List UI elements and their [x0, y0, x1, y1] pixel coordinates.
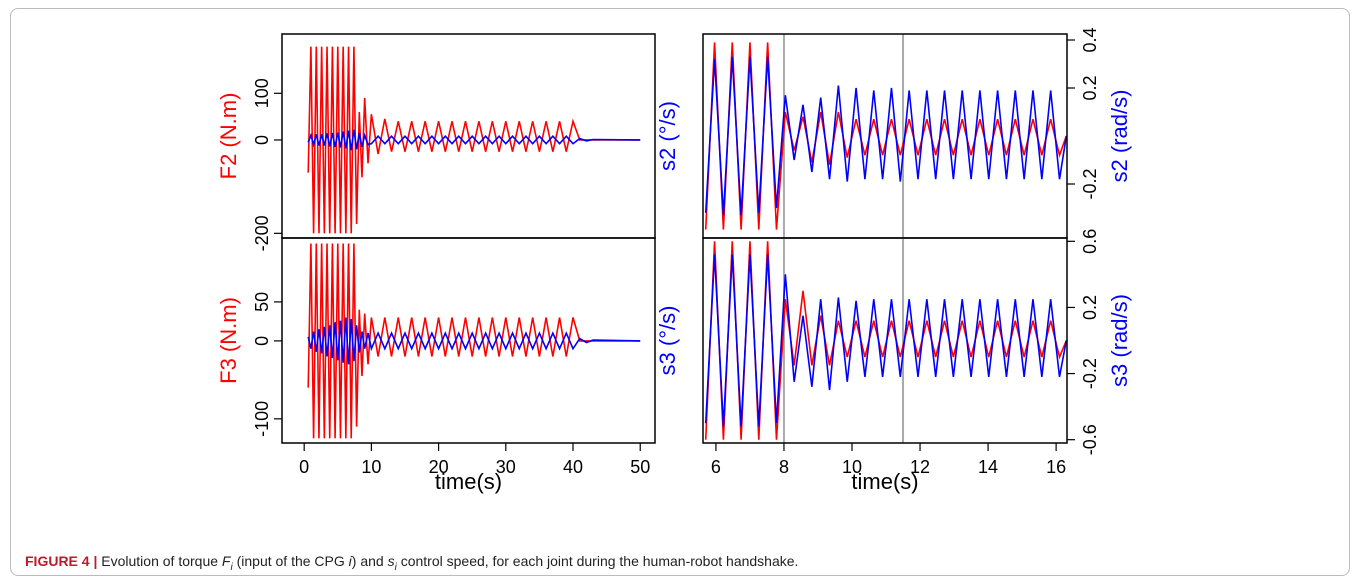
caption-text: (input of the CPG — [232, 553, 349, 569]
caption-text: Evolution of torque — [101, 553, 222, 569]
y2-axis-label: s2 (rad/s) — [1107, 90, 1132, 183]
series-line — [704, 56, 1067, 216]
caption-label: FIGURE 4 | — [25, 553, 98, 569]
caption-text: F — [221, 553, 231, 569]
y2-tick-label: -0.2 — [1080, 168, 1100, 199]
y2-tick-label: 0.2 — [1080, 295, 1100, 320]
figure-frame — [10, 8, 1350, 576]
y-tick-label: 0 — [252, 336, 272, 346]
caption-text: s — [387, 553, 395, 569]
y-axis-label: s2 (°/s) — [655, 101, 680, 171]
series-line — [704, 254, 1067, 427]
y2-tick-label: 0.4 — [1080, 27, 1100, 52]
y2-tick-label: -0.6 — [1080, 424, 1100, 455]
plot-frame — [702, 237, 1068, 444]
x-tick-label: 12 — [910, 457, 930, 477]
y2-tick-label: 0.2 — [1080, 75, 1100, 100]
caption-text: i — [348, 553, 352, 569]
x-tick-label: 10 — [842, 457, 862, 477]
x-tick-label: 10 — [361, 457, 381, 477]
y2-axis-label: s3 (rad/s) — [1107, 294, 1132, 387]
series-line — [307, 317, 641, 365]
y-axis-label: F2 (N.m) — [216, 93, 241, 180]
x-tick-label: 40 — [563, 457, 583, 477]
x-tick-label: 30 — [496, 457, 516, 477]
y-tick-label: 100 — [252, 78, 272, 108]
y-axis-label: F3 (N.m) — [216, 297, 241, 384]
x-tick-label: 20 — [429, 457, 449, 477]
x-tick-label: 14 — [978, 457, 998, 477]
y-tick-label: -100 — [252, 401, 272, 437]
x-tick-label: 8 — [779, 457, 789, 477]
caption-text: i — [230, 561, 233, 573]
series-line — [307, 129, 641, 151]
caption-text: i — [394, 561, 397, 573]
x-axis-label: time(s) — [435, 469, 502, 494]
caption-text: ) and — [351, 553, 388, 569]
y-axis-label: s3 (°/s) — [655, 306, 680, 376]
caption: FIGURE 4 | Evolution of torque Fi (input… — [25, 553, 798, 573]
x-tick-label: 16 — [1046, 457, 1066, 477]
y-tick-label: 0 — [252, 135, 272, 145]
x-axis-label: time(s) — [851, 469, 918, 494]
x-tick-label: 50 — [630, 457, 650, 477]
x-tick-label: 0 — [299, 457, 309, 477]
caption-text: control speed, for each joint during the… — [396, 553, 799, 569]
y2-tick-label: 0.6 — [1080, 229, 1100, 254]
y-tick-label: -200 — [252, 215, 272, 251]
y2-tick-label: -0.2 — [1080, 358, 1100, 389]
y-tick-label: 50 — [252, 292, 272, 312]
x-tick-label: 6 — [711, 457, 721, 477]
